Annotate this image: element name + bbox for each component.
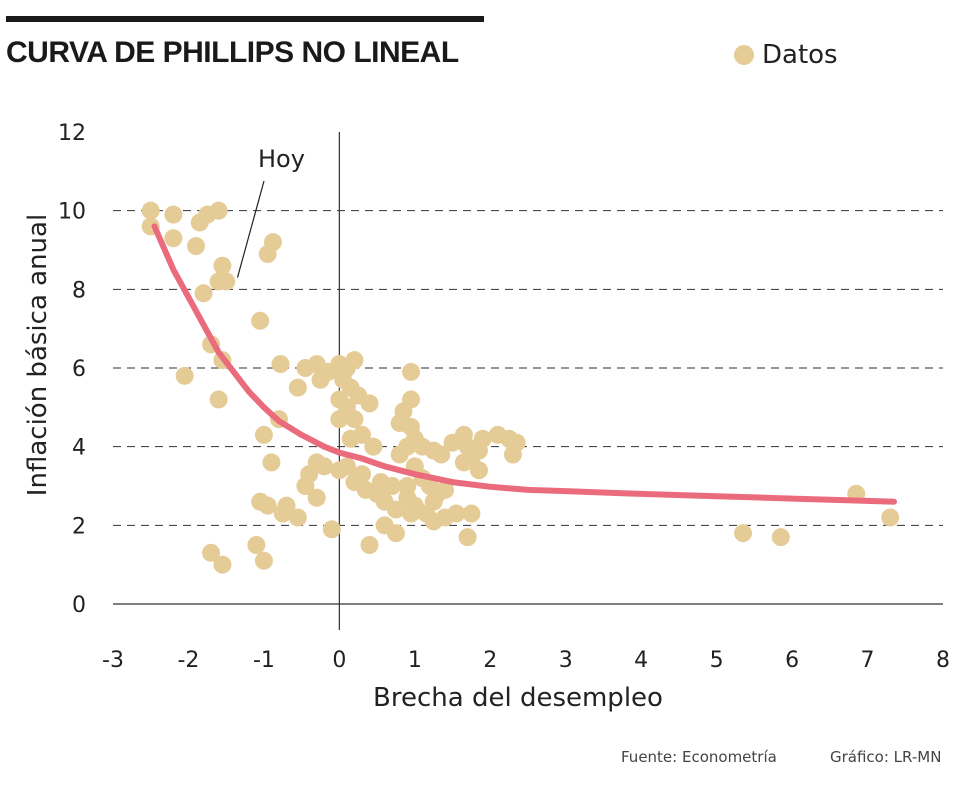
data-point: [432, 445, 451, 464]
data-point: [771, 528, 790, 547]
data-point: [263, 233, 282, 252]
fitted-curve: [151, 223, 897, 505]
points: [141, 201, 900, 574]
x-tick-label: 8: [936, 648, 950, 673]
data-point: [337, 457, 356, 476]
data-point: [164, 229, 183, 248]
data-point: [273, 504, 292, 523]
data-point: [247, 536, 266, 554]
x-tick-label: 2: [483, 648, 497, 673]
data-point: [458, 528, 477, 547]
y-tick-label: 4: [72, 436, 86, 461]
data-point: [473, 429, 492, 448]
data-point: [296, 477, 315, 495]
y-tick-label: 8: [72, 278, 86, 303]
y-tick-label: 10: [58, 200, 86, 225]
annotation-label: Hoy: [258, 145, 305, 173]
annotation: Hoy: [236, 145, 305, 278]
legend: Datos: [734, 40, 838, 70]
data-point: [390, 445, 409, 464]
data-point: [402, 504, 421, 523]
data-point: [360, 394, 379, 413]
data-point: [288, 378, 307, 397]
data-point: [194, 284, 213, 303]
data-point: [315, 457, 334, 476]
data-point: [187, 237, 205, 256]
data-point: [271, 355, 290, 374]
data-point: [141, 201, 160, 220]
x-tick-label: 0: [332, 648, 346, 673]
y-tick-label: 2: [72, 514, 86, 539]
data-point: [209, 390, 228, 409]
x-tick-label: 4: [634, 648, 648, 673]
x-tick-label: 5: [710, 648, 724, 673]
data-point: [217, 272, 236, 291]
data-point: [447, 504, 466, 523]
data-point: [364, 437, 383, 456]
y-tick-label: 0: [72, 593, 86, 618]
data-point: [424, 492, 443, 511]
data-point: [213, 256, 232, 275]
data-point: [436, 480, 454, 499]
annotation-leader: [236, 180, 265, 278]
curve-layer: [151, 223, 897, 505]
data-point: [209, 201, 228, 220]
data-point: [360, 536, 379, 554]
data-point: [398, 477, 417, 495]
data-point: [330, 410, 349, 429]
footer-credit: Gráfico: LR-MN: [830, 748, 942, 766]
data-point: [164, 205, 183, 224]
data-point: [734, 524, 753, 543]
footer-source: Fuente: Econometría: [621, 748, 777, 766]
data-point: [307, 488, 326, 507]
data-point: [202, 543, 221, 562]
x-tick-label: -3: [102, 648, 124, 673]
data-point: [462, 504, 481, 523]
top-rule: [6, 16, 484, 22]
x-tick-label: 6: [785, 648, 799, 673]
y-tick-label: 6: [72, 357, 86, 382]
grid: [113, 210, 943, 526]
data-point: [254, 551, 273, 570]
data-point: [262, 453, 281, 472]
data-point: [345, 351, 364, 370]
data-point: [454, 453, 473, 472]
data-point: [402, 362, 421, 381]
y-axis-title: Inflación básica anual: [23, 214, 53, 496]
x-tick-label: 1: [408, 648, 422, 673]
legend-label: Datos: [762, 40, 838, 70]
data-point: [469, 461, 488, 480]
data-point: [881, 508, 900, 527]
data-point: [383, 477, 402, 495]
legend-dot-icon: [734, 45, 754, 65]
data-point: [345, 410, 364, 429]
data-point: [288, 508, 307, 527]
data-point: [322, 520, 341, 539]
x-axis-title: Brecha del desempleo: [373, 683, 663, 713]
data-point: [213, 555, 232, 574]
data-point: [341, 429, 360, 448]
data-point: [503, 445, 522, 464]
y-tick-label: 12: [58, 121, 86, 146]
x-tick-label: -1: [253, 648, 275, 673]
data-point: [251, 311, 270, 330]
x-tick-label: -2: [177, 648, 199, 673]
data-point: [254, 425, 273, 444]
data-point: [258, 496, 277, 515]
data-point: [386, 524, 405, 543]
data-point: [175, 366, 194, 385]
x-tick-label: 7: [861, 648, 875, 673]
chart-title: CURVA DE PHILLIPS NO LINEAL: [6, 36, 459, 69]
data-point: [386, 500, 405, 519]
x-tick-label: 3: [559, 648, 573, 673]
